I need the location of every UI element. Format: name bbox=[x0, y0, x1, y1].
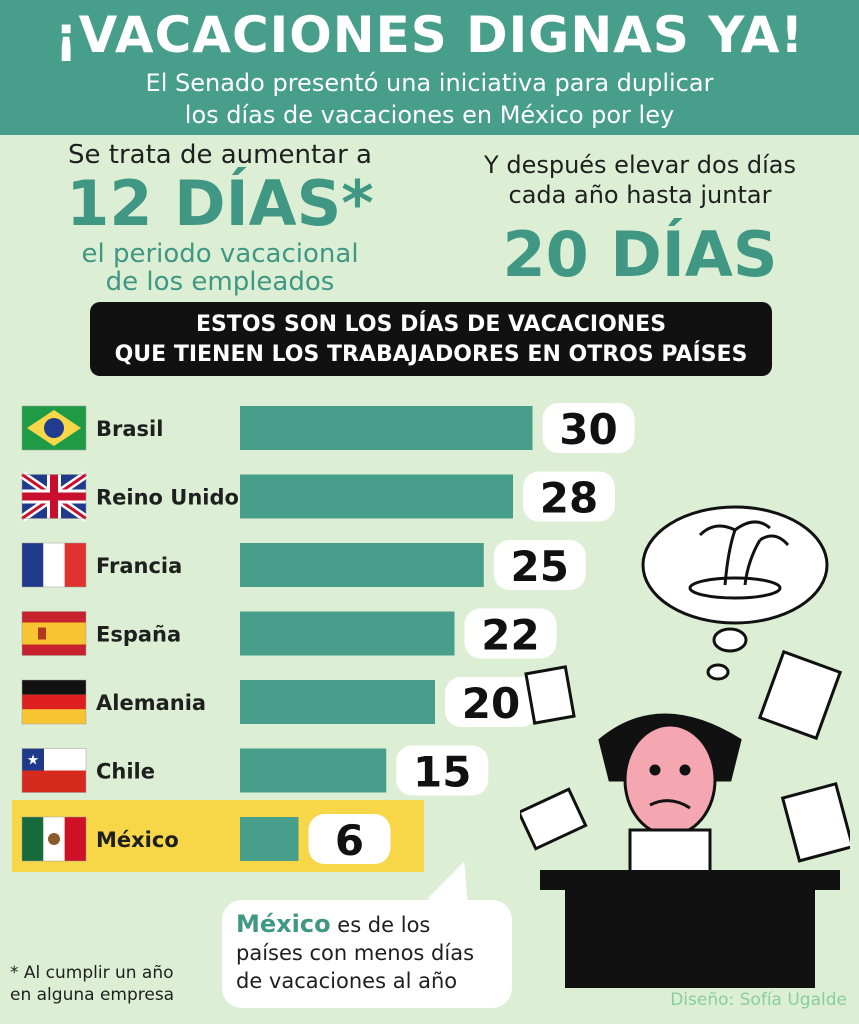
bar-row: Alemania 20 bbox=[21, 677, 537, 728]
subtitle-line-2: los días de vacaciones en México por ley bbox=[184, 101, 675, 129]
papers-icon bbox=[524, 649, 850, 863]
value-label: 20 bbox=[462, 679, 520, 728]
bar-row: México 6 bbox=[21, 814, 391, 865]
worker-icon bbox=[598, 713, 742, 882]
desk-icon bbox=[540, 870, 840, 988]
category-label: Alemania bbox=[96, 691, 206, 715]
header: ¡VACACIONES DIGNAS YA! El Senado present… bbox=[0, 0, 859, 135]
intro-left-small-2: de los empleados bbox=[105, 267, 335, 297]
intro-left-line: Se trata de aumentar a bbox=[68, 140, 372, 170]
value-pill bbox=[308, 814, 391, 864]
bar bbox=[240, 543, 484, 587]
page-title: ¡VACACIONES DIGNAS YA! bbox=[54, 6, 805, 64]
palm-island-icon bbox=[688, 520, 790, 600]
intro-right-line-1: Y después elevar dos días bbox=[484, 151, 796, 179]
germany-flag bbox=[21, 679, 87, 725]
category-label: Francia bbox=[96, 554, 182, 578]
mexico-flag bbox=[21, 816, 87, 862]
bar-chart: Brasil 30 Reino Unido 28 Francia 25 España 22 Al… bbox=[19, 403, 635, 865]
category-label: Reino Unido bbox=[96, 486, 239, 510]
bar-row: Reino Unido 28 bbox=[19, 471, 615, 523]
value-label: 15 bbox=[413, 748, 471, 797]
bar bbox=[240, 817, 299, 861]
subtitle-line-1: El Senado presentó una iniciativa para d… bbox=[145, 69, 714, 97]
intro-right-big: 20 DÍAS bbox=[502, 218, 778, 291]
value-label: 6 bbox=[335, 816, 364, 865]
value-label: 30 bbox=[559, 405, 617, 454]
stressed-worker-illustration bbox=[520, 505, 850, 988]
chile-flag: ★ bbox=[21, 748, 87, 793]
bar-row: ★ Chile 15 bbox=[21, 745, 489, 797]
bar bbox=[240, 611, 455, 656]
bar bbox=[240, 474, 513, 519]
bar-row: Francia 25 bbox=[21, 540, 586, 591]
france-flag bbox=[21, 542, 87, 588]
value-pill bbox=[445, 677, 537, 727]
bubble-text-3: de vacaciones al año bbox=[236, 969, 458, 993]
uk-flag bbox=[19, 471, 89, 522]
value-pill bbox=[396, 745, 489, 796]
intro-left: Se trata de aumentar a 12 DÍAS* el perio… bbox=[40, 140, 400, 296]
intro-right-line-2: cada año hasta juntar bbox=[508, 181, 772, 209]
footnote-line-1: * Al cumplir un año bbox=[10, 963, 174, 983]
value-label: 25 bbox=[511, 542, 569, 591]
value-pill bbox=[523, 471, 615, 522]
svg-text:★: ★ bbox=[27, 753, 40, 769]
bubble-text-1: es de los bbox=[330, 913, 431, 937]
category-label: México bbox=[96, 828, 179, 852]
spain-flag bbox=[21, 611, 87, 656]
bar-row: España 22 bbox=[21, 608, 557, 660]
intro-right: Y después elevar dos días cada año hasta… bbox=[470, 150, 810, 296]
bar-row: Brasil 30 bbox=[21, 403, 635, 454]
footnote: * Al cumplir un año en alguna empresa bbox=[10, 962, 174, 1006]
section-banner: ESTOS SON LOS DÍAS DE VACACIONES QUE TIE… bbox=[90, 302, 772, 376]
footnote-line-2: en alguna empresa bbox=[10, 985, 175, 1005]
value-label: 22 bbox=[481, 611, 539, 660]
banner-line-1: ESTOS SON LOS DÍAS DE VACACIONES bbox=[195, 312, 667, 337]
thought-cloud-icon bbox=[641, 505, 829, 681]
intro-left-big: 12 DÍAS* bbox=[66, 167, 374, 240]
bar bbox=[240, 406, 533, 450]
value-pill bbox=[542, 403, 635, 453]
bubble-highlight: México bbox=[236, 910, 331, 938]
bar bbox=[240, 748, 387, 793]
category-label: España bbox=[96, 623, 181, 647]
bubble-text-2: países con menos días bbox=[236, 941, 475, 965]
banner-line-2: QUE TIENEN LOS TRABAJADORES EN OTROS PAÍ… bbox=[114, 342, 748, 367]
bar bbox=[240, 680, 435, 724]
design-credit: Diseño: Sofía Ugalde bbox=[670, 990, 847, 1010]
value-label: 28 bbox=[540, 474, 598, 523]
laptop-icon bbox=[520, 787, 588, 851]
category-label: Brasil bbox=[96, 417, 163, 441]
speech-bubble: México es de los países con menos días d… bbox=[222, 900, 512, 1008]
value-pill bbox=[493, 540, 586, 590]
category-label: Chile bbox=[96, 760, 155, 784]
value-pill bbox=[464, 608, 557, 659]
intro-left-small-1: el periodo vacacional bbox=[81, 239, 359, 269]
brazil-flag bbox=[21, 405, 87, 451]
